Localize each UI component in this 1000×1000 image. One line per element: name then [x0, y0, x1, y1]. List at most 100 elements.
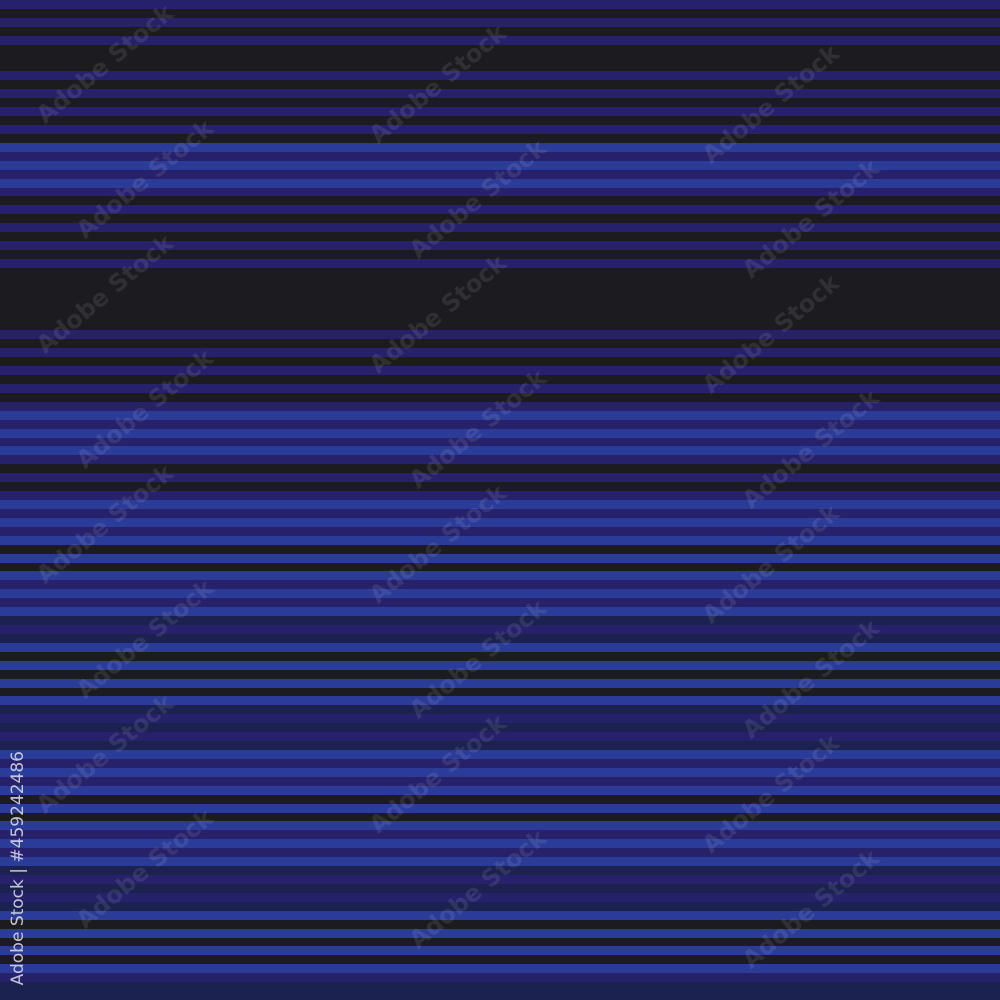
stripe [0, 500, 1000, 510]
stripe [0, 375, 1000, 385]
stripe [0, 8, 1000, 19]
stripe [0, 535, 1000, 546]
stripe [0, 955, 1000, 965]
stripe [0, 517, 1000, 528]
stripe [0, 660, 1000, 671]
stripe [0, 339, 1000, 349]
stripe [0, 160, 1000, 171]
stripe [0, 892, 1000, 903]
stripe [0, 803, 1000, 813]
stripe [0, 71, 1000, 81]
stripe [0, 330, 1000, 340]
stripe [0, 392, 1000, 403]
stripe [0, 62, 1000, 72]
stripe [0, 107, 1000, 117]
stripe [0, 794, 1000, 805]
stripe [0, 383, 1000, 394]
stripe [0, 821, 1000, 831]
stripe [0, 875, 1000, 885]
stock-id-label: Adobe Stock | #459242486 [8, 750, 28, 985]
stripe [0, 883, 1000, 894]
stripe [0, 26, 1000, 37]
stripe [0, 410, 1000, 421]
stripe [0, 142, 1000, 153]
stripe [0, 294, 1000, 305]
stripe [0, 321, 1000, 331]
stripe [0, 267, 1000, 278]
stripe [0, 428, 1000, 438]
stripe [0, 669, 1000, 680]
stripe [0, 857, 1000, 867]
stripe [0, 151, 1000, 162]
stripe [0, 767, 1000, 778]
stripe [0, 678, 1000, 688]
stripe [0, 937, 1000, 947]
stripe [0, 232, 1000, 242]
stripe [0, 491, 1000, 501]
stripe [0, 973, 1000, 983]
stripe [0, 214, 1000, 224]
stripe [0, 901, 1000, 912]
stripe [0, 848, 1000, 858]
stripe [0, 625, 1000, 635]
stripe [0, 910, 1000, 921]
stripe [0, 348, 1000, 358]
stripe [0, 53, 1000, 63]
stripe [0, 607, 1000, 617]
stripe [0, 464, 1000, 474]
stripe [0, 758, 1000, 769]
stripe [0, 946, 1000, 956]
stripe [0, 258, 1000, 269]
stripe [0, 750, 1000, 760]
stripe [0, 705, 1000, 715]
stripe [0, 482, 1000, 492]
stripe [0, 633, 1000, 644]
stripe [0, 223, 1000, 233]
stripe [0, 0, 1000, 10]
stripe [0, 285, 1000, 296]
stripe [0, 991, 1000, 1000]
stripe [0, 544, 1000, 555]
stripe [0, 17, 1000, 28]
stripe [0, 366, 1000, 376]
stripe [0, 616, 1000, 626]
stripe [0, 455, 1000, 465]
stripe [0, 964, 1000, 974]
stripe [0, 714, 1000, 724]
stripe [0, 776, 1000, 787]
stripe [0, 187, 1000, 197]
stripe [0, 812, 1000, 822]
stripe [0, 80, 1000, 90]
stripe [0, 312, 1000, 322]
stripe [0, 44, 1000, 55]
stripe [0, 928, 1000, 938]
stripe [0, 696, 1000, 706]
stripe [0, 919, 1000, 930]
stripe [0, 732, 1000, 742]
stripe [0, 196, 1000, 206]
stripe [0, 303, 1000, 313]
stripe [0, 205, 1000, 215]
stripe [0, 562, 1000, 572]
stripe [0, 419, 1000, 430]
stripe [0, 437, 1000, 447]
stripe [0, 250, 1000, 260]
stripe [0, 526, 1000, 537]
stripe [0, 589, 1000, 599]
stripe [0, 651, 1000, 662]
stripe [0, 276, 1000, 287]
stripe [0, 401, 1000, 412]
stripe [0, 125, 1000, 135]
stripe [0, 89, 1000, 99]
stripe [0, 982, 1000, 992]
stripe [0, 866, 1000, 876]
stripe [0, 169, 1000, 180]
stripe [0, 508, 1000, 519]
stripe [0, 687, 1000, 697]
stripe [0, 446, 1000, 456]
stripe [0, 741, 1000, 751]
stripe [0, 357, 1000, 367]
stripe [0, 571, 1000, 581]
